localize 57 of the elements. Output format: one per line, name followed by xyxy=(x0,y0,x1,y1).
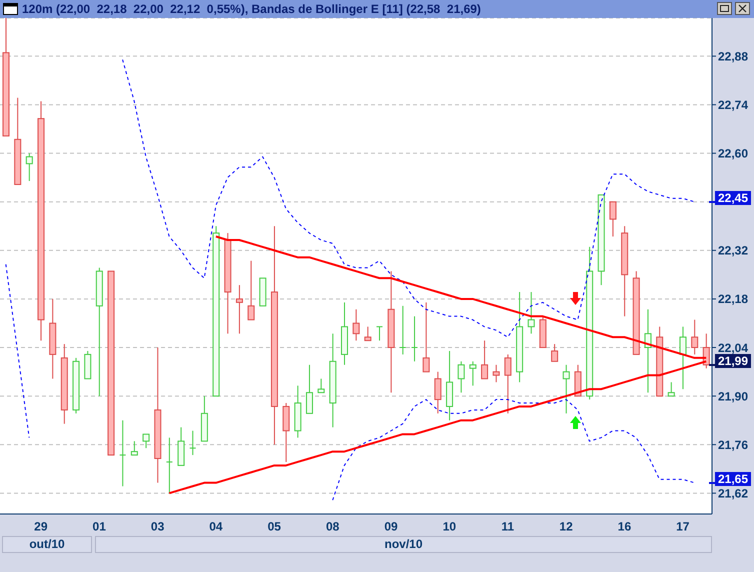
x-tick-label: 17 xyxy=(676,520,690,534)
candlestick xyxy=(318,378,325,394)
y-tick-label: 21,76 xyxy=(718,438,748,452)
candlestick xyxy=(26,152,33,182)
y-tick-label: 22,60 xyxy=(718,146,748,161)
candlestick xyxy=(434,371,442,414)
text: 21,99 xyxy=(715,354,752,368)
candlestick xyxy=(668,382,675,397)
text: nov/10 xyxy=(95,536,712,553)
candlestick xyxy=(142,434,150,449)
x-tick-label: 01 xyxy=(92,520,106,534)
candlestick xyxy=(119,420,126,487)
text: 22,45 xyxy=(715,190,752,205)
candlestick xyxy=(306,364,313,414)
chart-title: 120m (22,00 22,18 22,00 22,12 0,55%), Bandas de Bollinger E [11] (22,58 21,69) xyxy=(22,2,481,16)
candlestick xyxy=(528,292,535,334)
x-tick-label: 29 xyxy=(34,520,48,534)
candlestick xyxy=(189,430,196,456)
candlestick xyxy=(376,326,384,342)
y-tick-label: 22,74 xyxy=(718,98,748,112)
y-tick-label: 22,88 xyxy=(718,49,748,64)
candlestick xyxy=(399,305,406,355)
candlestick xyxy=(364,326,372,342)
text: out/10 xyxy=(2,536,92,553)
x-tick-label: 03 xyxy=(150,520,165,534)
x-tick-label: 10 xyxy=(442,520,456,534)
candlestick xyxy=(504,354,512,414)
candlestick xyxy=(691,319,698,355)
candlestick xyxy=(130,440,138,456)
candlestick xyxy=(679,326,686,390)
candlestick xyxy=(248,260,255,320)
y-tick-label: 22,04 xyxy=(718,340,748,355)
candlestick xyxy=(481,340,488,380)
x-tick-label: 04 xyxy=(209,520,223,534)
candlestick xyxy=(551,344,558,362)
candlestick xyxy=(492,364,500,383)
candlestick xyxy=(422,302,430,372)
y-tick-label: 22,32 xyxy=(718,244,748,258)
candlestick xyxy=(411,316,418,362)
y-tick-label: 22,18 xyxy=(718,292,748,306)
x-tick-label: 09 xyxy=(384,520,398,534)
candlestick xyxy=(352,308,360,342)
x-tick-label: 05 xyxy=(268,520,282,534)
candlestick xyxy=(562,364,570,414)
candlestick xyxy=(236,284,243,334)
y-tick-label: 21,62 xyxy=(718,486,748,500)
y-tick-label: 21,90 xyxy=(718,389,748,404)
x-tick-label: 11 xyxy=(501,520,514,534)
text: 21,65 xyxy=(715,472,752,486)
candlestick xyxy=(609,201,616,238)
candlestick xyxy=(469,360,476,386)
line-series xyxy=(122,59,695,338)
x-tick-label: 12 xyxy=(559,520,574,534)
candlestick xyxy=(166,437,173,494)
x-tick-label: 16 xyxy=(618,520,632,534)
candlestick xyxy=(458,360,465,394)
x-tick-label: 08 xyxy=(326,520,340,534)
